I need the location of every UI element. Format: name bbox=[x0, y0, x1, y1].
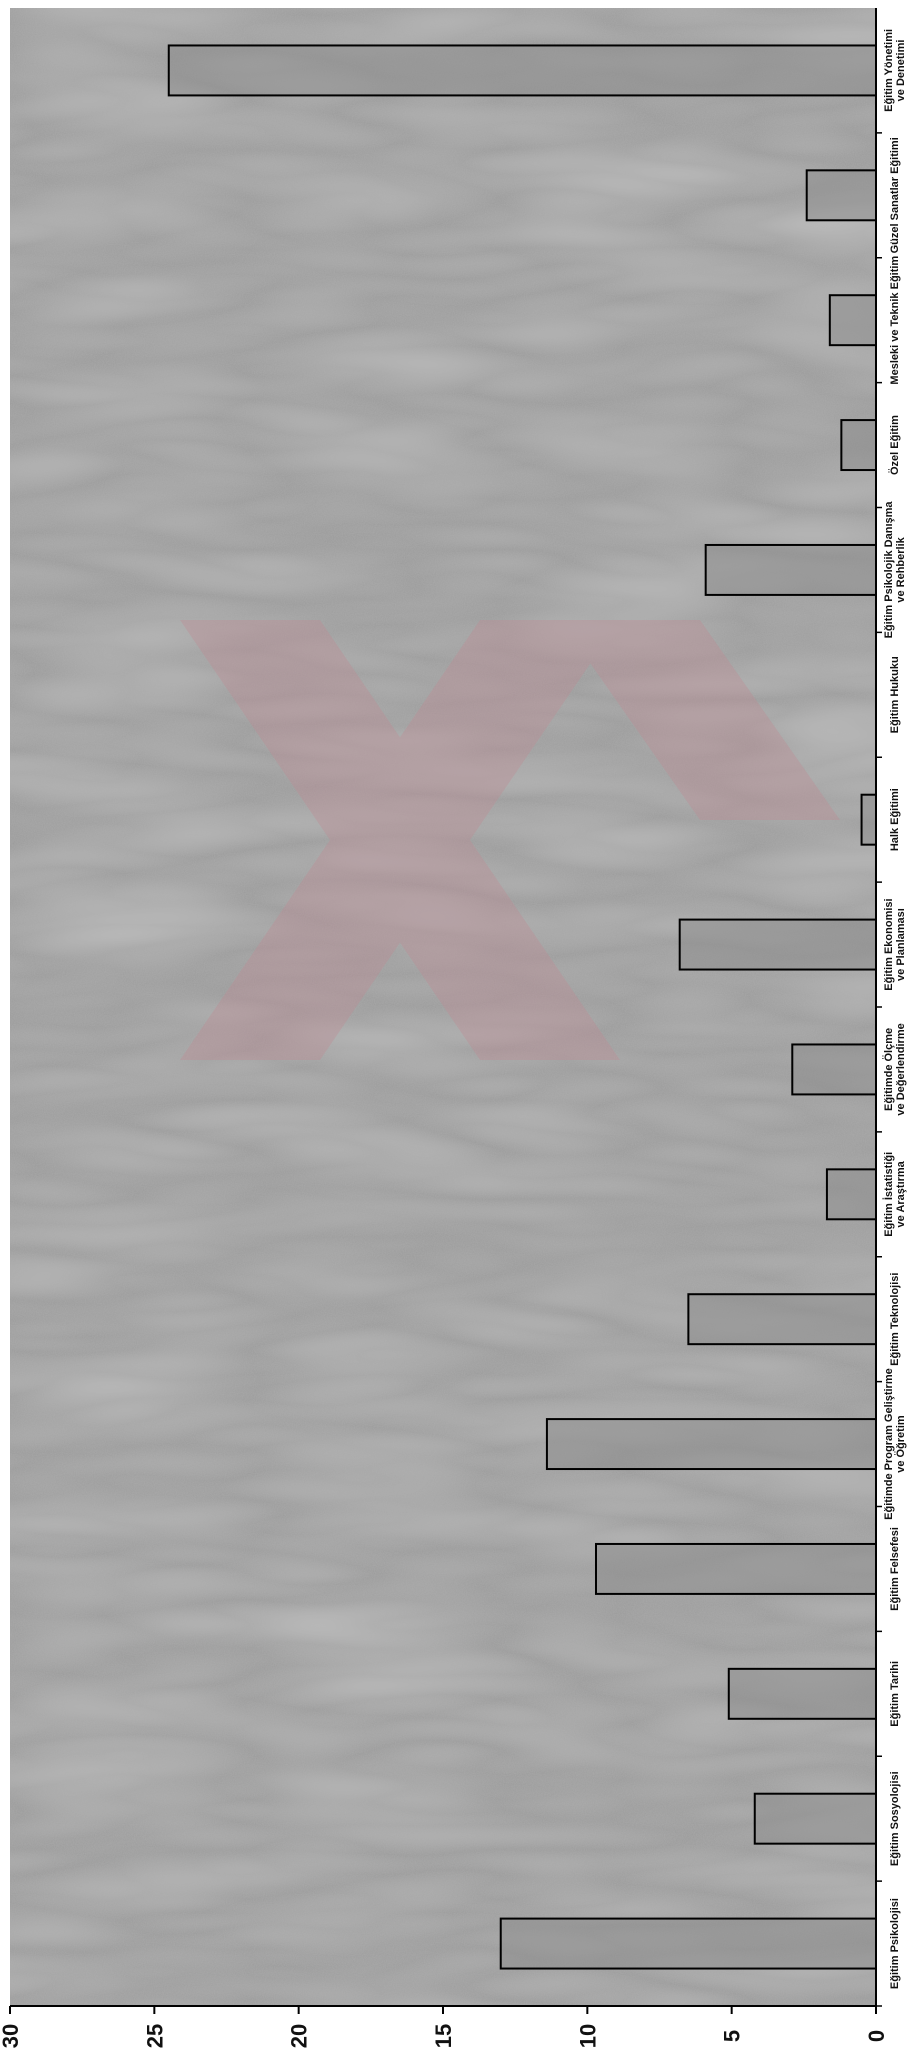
bar bbox=[499, 1917, 877, 1970]
value-tick-label: 0 bbox=[864, 2030, 889, 2042]
value-tick-label: 20 bbox=[287, 2024, 312, 2048]
category-label: Mesleki ve Teknik Eğitim bbox=[889, 256, 901, 385]
category-label: Eğitim Psikolojisi bbox=[889, 1898, 901, 1989]
category-label: Güzel Sanatlar Eğitimi bbox=[889, 137, 901, 253]
watermark-logo bbox=[180, 620, 840, 1060]
value-tick-label: 30 bbox=[0, 2024, 23, 2048]
bar bbox=[805, 169, 877, 222]
category-label: Eğitim Psikolojik Danışmave Rehberlik bbox=[883, 501, 907, 639]
bars-layer bbox=[167, 44, 878, 1970]
category-label: Halk Eğitimi bbox=[889, 788, 901, 851]
value-tick-label: 15 bbox=[431, 2024, 456, 2048]
value-tick-label: 25 bbox=[142, 2024, 167, 2048]
bar bbox=[727, 1667, 878, 1720]
value-tick-label: 5 bbox=[720, 2030, 745, 2042]
category-label: Eğitim Felsefesi bbox=[889, 1527, 901, 1611]
category-label: Eğitim İstatistiğive Araştırma bbox=[882, 1152, 907, 1237]
category-label: Eğitim Hukuku bbox=[889, 656, 901, 733]
bar bbox=[704, 543, 877, 596]
category-label: Eğitim Sosyolojisi bbox=[889, 1771, 901, 1866]
category-label: Özel Eğitim bbox=[888, 415, 901, 475]
bar bbox=[678, 918, 877, 971]
bar bbox=[860, 793, 877, 846]
bar bbox=[825, 1168, 878, 1221]
value-axis bbox=[9, 8, 882, 2014]
category-label: Eğitim Teknolojisi bbox=[889, 1273, 901, 1366]
value-tick-label: 10 bbox=[575, 2024, 600, 2048]
bar bbox=[167, 44, 877, 97]
bar bbox=[594, 1542, 877, 1595]
category-label: Eğitim Tarihi bbox=[889, 1661, 901, 1727]
bar bbox=[828, 294, 878, 347]
bar bbox=[753, 1792, 878, 1845]
bar bbox=[840, 419, 877, 472]
category-label: Eğitimde Program Geliştirmeve Öğretim bbox=[883, 1368, 907, 1520]
plot-background bbox=[10, 8, 876, 2006]
value-tick-labels: 0 5 10 15 20 25 30 bbox=[0, 2024, 889, 2048]
category-labels: Eğitim Psikolojisi Eğitim Sosyolojisi Eğit… bbox=[882, 29, 907, 1989]
bar bbox=[545, 1418, 877, 1471]
category-label: Eğitim Ekonomisive Planlaması bbox=[883, 898, 907, 990]
bar bbox=[687, 1293, 877, 1346]
category-label: Eğitimde Ölçmeve Değerlendirme bbox=[882, 1023, 907, 1115]
category-label: Eğitim Yönetimive Denetimi bbox=[883, 29, 907, 112]
bar bbox=[791, 1043, 878, 1096]
